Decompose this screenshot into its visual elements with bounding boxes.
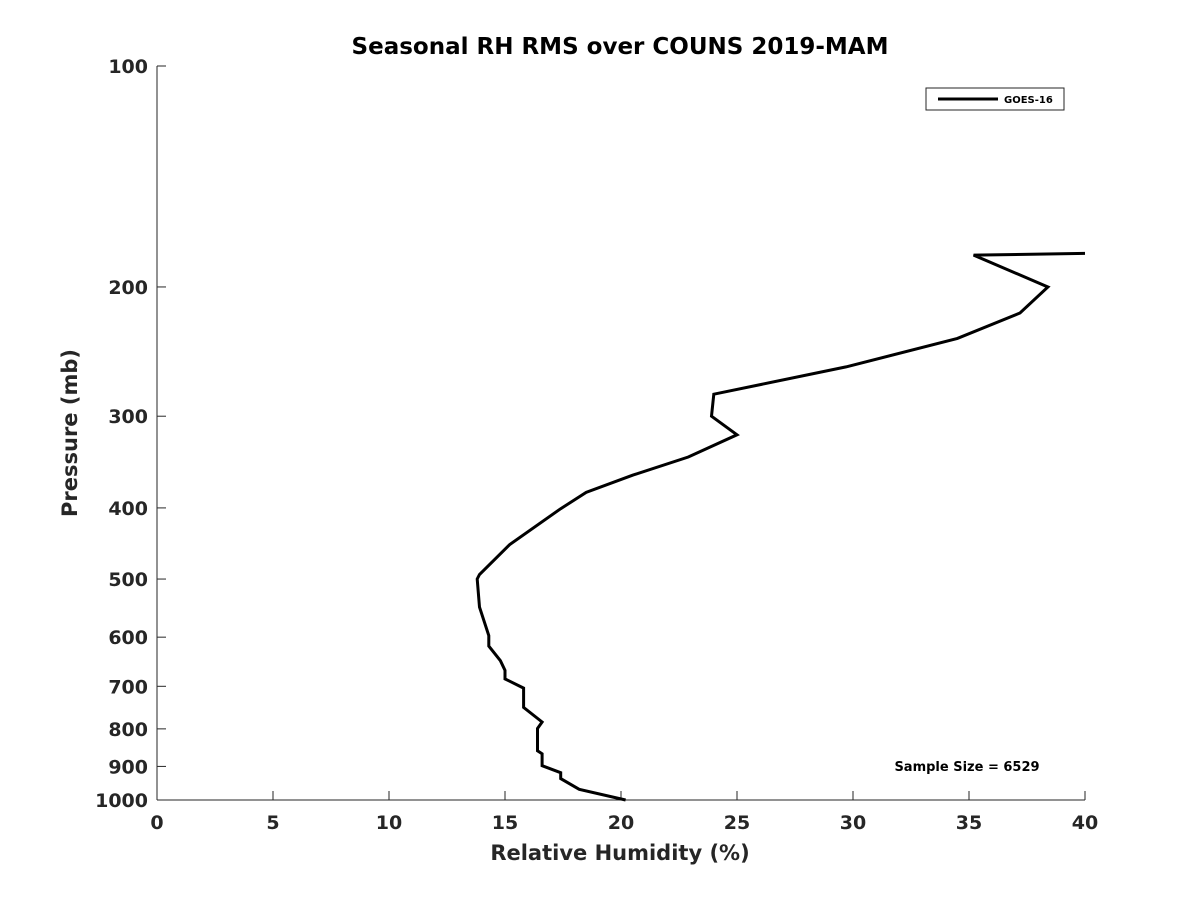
series-line-goes-16 (475, 251, 1086, 802)
x-tick-label: 40 (1072, 812, 1098, 834)
x-tick-label: 15 (492, 812, 518, 834)
y-tick-label: 200 (108, 277, 148, 299)
legend: GOES-16 (925, 87, 1065, 111)
y-tick-label: 1000 (95, 790, 148, 812)
y-tick-label: 400 (108, 498, 148, 520)
y-tick-label: 100 (108, 56, 148, 78)
legend-entry-goes-16: GOES-16 (1004, 95, 1053, 106)
x-tick-label: 10 (376, 812, 402, 834)
y-tick-label: 800 (108, 719, 148, 741)
y-tick-label: 300 (108, 406, 148, 428)
x-axis-label: Relative Humidity (%) (490, 841, 749, 865)
x-tick-label: 25 (724, 812, 750, 834)
chart-title: Seasonal RH RMS over COUNS 2019-MAM (352, 34, 889, 60)
x-tick-label: 35 (956, 812, 982, 834)
x-tick-label: 0 (150, 812, 163, 834)
sample-size-annotation: Sample Size = 6529 (894, 760, 1039, 775)
y-tick-label: 500 (108, 569, 148, 591)
x-axis-ticks: 0 5 10 15 20 25 30 35 40 (150, 791, 1098, 834)
y-axis-ticks: 100 200 300 400 500 600 700 800 900 1000 (95, 56, 166, 812)
x-tick-label: 30 (840, 812, 866, 834)
y-tick-label: 600 (108, 627, 148, 649)
x-tick-label: 5 (266, 812, 279, 834)
y-tick-label: 700 (108, 676, 148, 698)
x-tick-label: 20 (608, 812, 634, 834)
y-axis-label: Pressure (mb) (58, 349, 82, 517)
y-tick-label: 900 (108, 756, 148, 778)
